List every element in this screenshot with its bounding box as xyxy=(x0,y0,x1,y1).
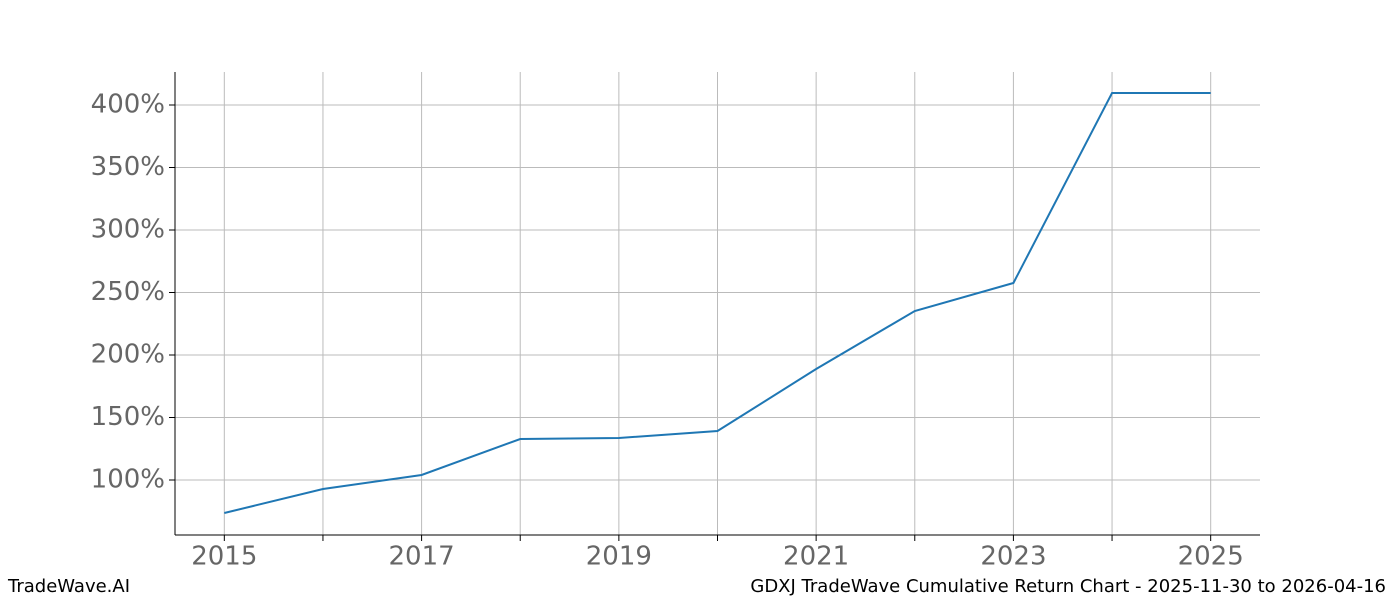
y-tick-label: 400% xyxy=(91,90,165,120)
y-tick-label: 250% xyxy=(91,277,165,307)
x-tick-label: 2025 xyxy=(1178,542,1244,572)
x-tick-label: 2021 xyxy=(783,542,849,572)
y-tick-label: 100% xyxy=(91,465,165,495)
y-tick-label: 150% xyxy=(91,402,165,432)
x-tick-label: 2015 xyxy=(191,542,257,572)
y-tick-label: 350% xyxy=(91,152,165,182)
x-tick-label: 2019 xyxy=(586,542,652,572)
footer-left: TradeWave.AI xyxy=(7,576,130,597)
y-tick-label: 300% xyxy=(91,215,165,245)
y-tick-label: 200% xyxy=(91,340,165,370)
line-series xyxy=(224,92,1211,514)
x-tick-label: 2017 xyxy=(389,542,455,572)
footer-right: GDXJ TradeWave Cumulative Return Chart -… xyxy=(750,576,1386,597)
x-tick-label: 2023 xyxy=(980,542,1046,572)
